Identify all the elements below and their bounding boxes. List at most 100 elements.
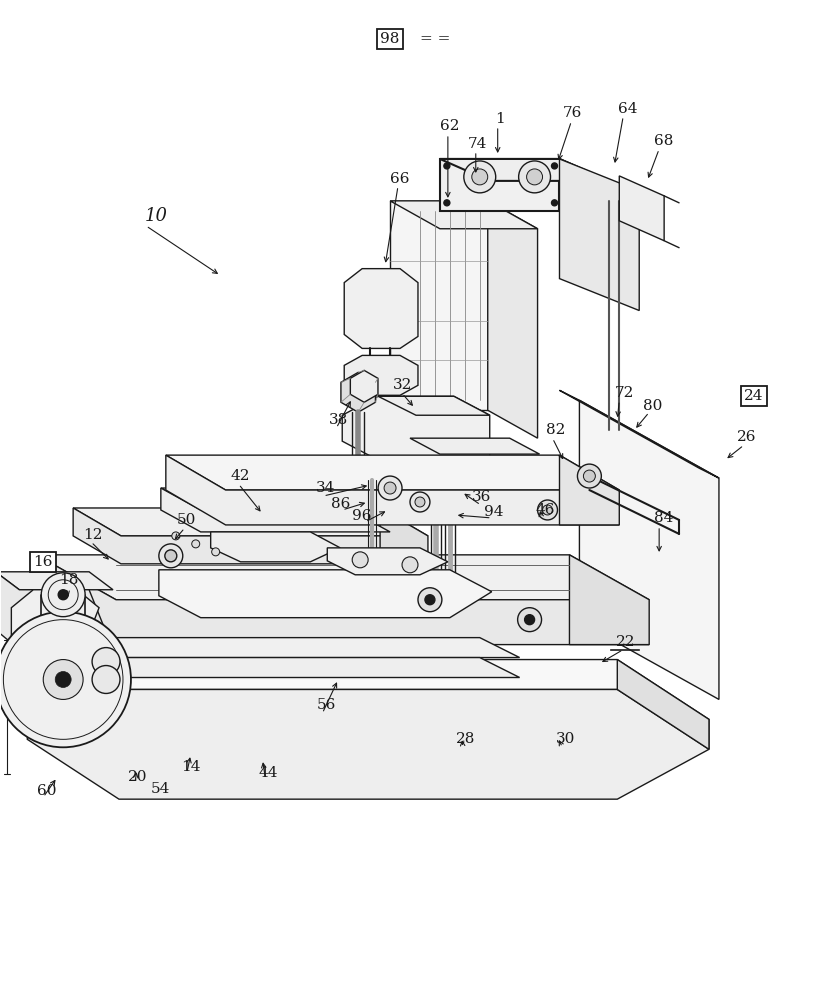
Text: 68: 68: [654, 134, 674, 148]
Polygon shape: [559, 390, 719, 478]
Circle shape: [0, 612, 131, 747]
Text: 98: 98: [380, 32, 400, 46]
Text: 74: 74: [468, 137, 487, 151]
Polygon shape: [165, 455, 619, 490]
Text: 10: 10: [144, 207, 167, 225]
Circle shape: [415, 497, 425, 507]
Text: 28: 28: [456, 732, 476, 746]
Polygon shape: [328, 548, 448, 575]
Polygon shape: [27, 660, 709, 749]
Circle shape: [43, 660, 83, 699]
Polygon shape: [390, 201, 537, 229]
Text: 20: 20: [129, 770, 147, 784]
Circle shape: [518, 608, 541, 632]
Text: = =: = =: [419, 32, 450, 46]
Circle shape: [58, 590, 68, 600]
Text: 34: 34: [315, 481, 335, 495]
Polygon shape: [440, 159, 609, 181]
Polygon shape: [36, 555, 649, 600]
Polygon shape: [569, 555, 649, 645]
Circle shape: [464, 161, 495, 193]
Text: 46: 46: [536, 503, 555, 517]
Text: 80: 80: [644, 399, 663, 413]
Text: 72: 72: [614, 386, 634, 400]
Text: 44: 44: [259, 766, 278, 780]
Text: 66: 66: [391, 172, 410, 186]
Circle shape: [410, 492, 430, 512]
Circle shape: [172, 532, 180, 540]
Circle shape: [92, 648, 120, 676]
Polygon shape: [36, 555, 649, 645]
Polygon shape: [440, 159, 559, 211]
Polygon shape: [0, 572, 113, 650]
Text: 50: 50: [177, 513, 197, 527]
Circle shape: [159, 544, 183, 568]
Text: 16: 16: [34, 555, 53, 569]
Text: 84: 84: [654, 511, 674, 525]
Circle shape: [211, 548, 219, 556]
Text: 30: 30: [556, 732, 575, 746]
Polygon shape: [210, 532, 340, 562]
Text: 60: 60: [38, 784, 57, 798]
Text: 64: 64: [618, 102, 637, 116]
Circle shape: [551, 163, 558, 169]
Text: 56: 56: [317, 698, 336, 712]
Circle shape: [518, 161, 550, 193]
Text: 62: 62: [440, 119, 459, 133]
Text: 1: 1: [495, 112, 505, 126]
Circle shape: [444, 200, 450, 206]
Polygon shape: [579, 400, 719, 699]
Circle shape: [583, 470, 595, 482]
Polygon shape: [410, 438, 540, 454]
Polygon shape: [618, 660, 709, 749]
Polygon shape: [351, 370, 378, 402]
Text: 54: 54: [152, 782, 170, 796]
Text: 42: 42: [231, 469, 251, 483]
Circle shape: [352, 552, 369, 568]
Text: 86: 86: [331, 497, 350, 511]
Polygon shape: [390, 201, 488, 410]
Text: 14: 14: [181, 760, 201, 774]
Polygon shape: [11, 590, 99, 665]
Polygon shape: [73, 508, 428, 564]
Text: 26: 26: [737, 430, 757, 444]
Circle shape: [525, 615, 535, 625]
Text: 38: 38: [328, 413, 348, 427]
Circle shape: [527, 169, 542, 185]
Polygon shape: [559, 159, 639, 311]
Text: 36: 36: [472, 490, 491, 504]
Circle shape: [192, 540, 200, 548]
Polygon shape: [619, 176, 664, 241]
Circle shape: [551, 200, 558, 206]
Polygon shape: [31, 638, 519, 658]
Polygon shape: [161, 488, 390, 532]
Text: 32: 32: [393, 378, 413, 392]
Text: 96: 96: [352, 509, 372, 523]
Polygon shape: [73, 508, 428, 536]
Circle shape: [542, 505, 553, 515]
Polygon shape: [559, 159, 609, 233]
Circle shape: [444, 163, 450, 169]
Text: 76: 76: [563, 106, 582, 120]
Polygon shape: [488, 201, 537, 438]
Polygon shape: [559, 455, 619, 525]
Text: 18: 18: [60, 573, 79, 587]
Polygon shape: [159, 570, 491, 618]
Circle shape: [41, 573, 85, 617]
Text: 82: 82: [545, 423, 565, 437]
Circle shape: [577, 464, 601, 488]
Text: 94: 94: [484, 505, 504, 519]
Polygon shape: [344, 355, 418, 395]
Polygon shape: [344, 269, 418, 348]
Circle shape: [402, 557, 418, 573]
Circle shape: [425, 595, 435, 605]
Polygon shape: [0, 572, 113, 590]
Polygon shape: [342, 396, 490, 460]
Circle shape: [384, 482, 396, 494]
Circle shape: [92, 666, 120, 693]
Polygon shape: [31, 638, 519, 678]
Circle shape: [378, 476, 402, 500]
Polygon shape: [27, 689, 709, 799]
Polygon shape: [161, 488, 390, 510]
Circle shape: [418, 588, 442, 612]
